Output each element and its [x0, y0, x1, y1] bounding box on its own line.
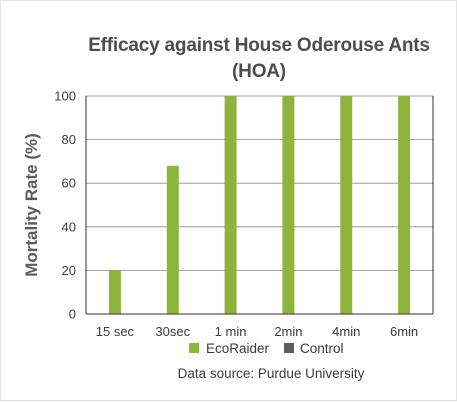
y-axis-label: Mortality Rate (%): [22, 133, 41, 277]
chart-title-line-2: (HOA): [232, 61, 286, 82]
bar-ecoraider-0: [108, 270, 121, 314]
y-axis-ticks: 0 20 40 60 80 100: [54, 89, 76, 322]
bars: [108, 96, 411, 314]
bar-ecoraider-5: [398, 96, 411, 314]
x-tick-label: 4min: [332, 324, 360, 339]
grid-lines: [86, 95, 433, 271]
x-tick-label: 2min: [274, 324, 302, 339]
legend: EcoRaider Control: [189, 341, 344, 356]
chart-title-line-1: Efficacy against House Oderouse Ants: [88, 35, 430, 56]
y-tick-label: 40: [62, 219, 76, 234]
x-tick-label: 30sec: [155, 324, 190, 339]
y-tick-label: 100: [54, 89, 76, 104]
x-axis-ticks: 15 sec 30sec 1 min 2min 4min 6min: [96, 324, 418, 339]
bar-ecoraider-4: [340, 96, 353, 314]
legend-swatch-ecoraider: [189, 343, 199, 353]
axes: [85, 96, 434, 315]
y-tick-label: 80: [62, 132, 76, 147]
x-tick-label: 15 sec: [96, 324, 135, 339]
x-tick-label: 6min: [390, 324, 418, 339]
x-tick-label: 1 min: [215, 324, 247, 339]
y-tick-label: 20: [62, 263, 76, 278]
y-tick-label: 60: [62, 176, 76, 191]
data-source-note: Data source: Purdue University: [178, 366, 365, 381]
bar-ecoraider-2: [224, 96, 237, 314]
legend-label-ecoraider: EcoRaider: [206, 341, 270, 356]
y-tick-label: 0: [69, 307, 76, 322]
legend-label-control: Control: [300, 341, 344, 356]
bar-ecoraider-3: [282, 96, 295, 314]
bar-ecoraider-1: [166, 165, 179, 314]
legend-swatch-control: [284, 343, 294, 353]
